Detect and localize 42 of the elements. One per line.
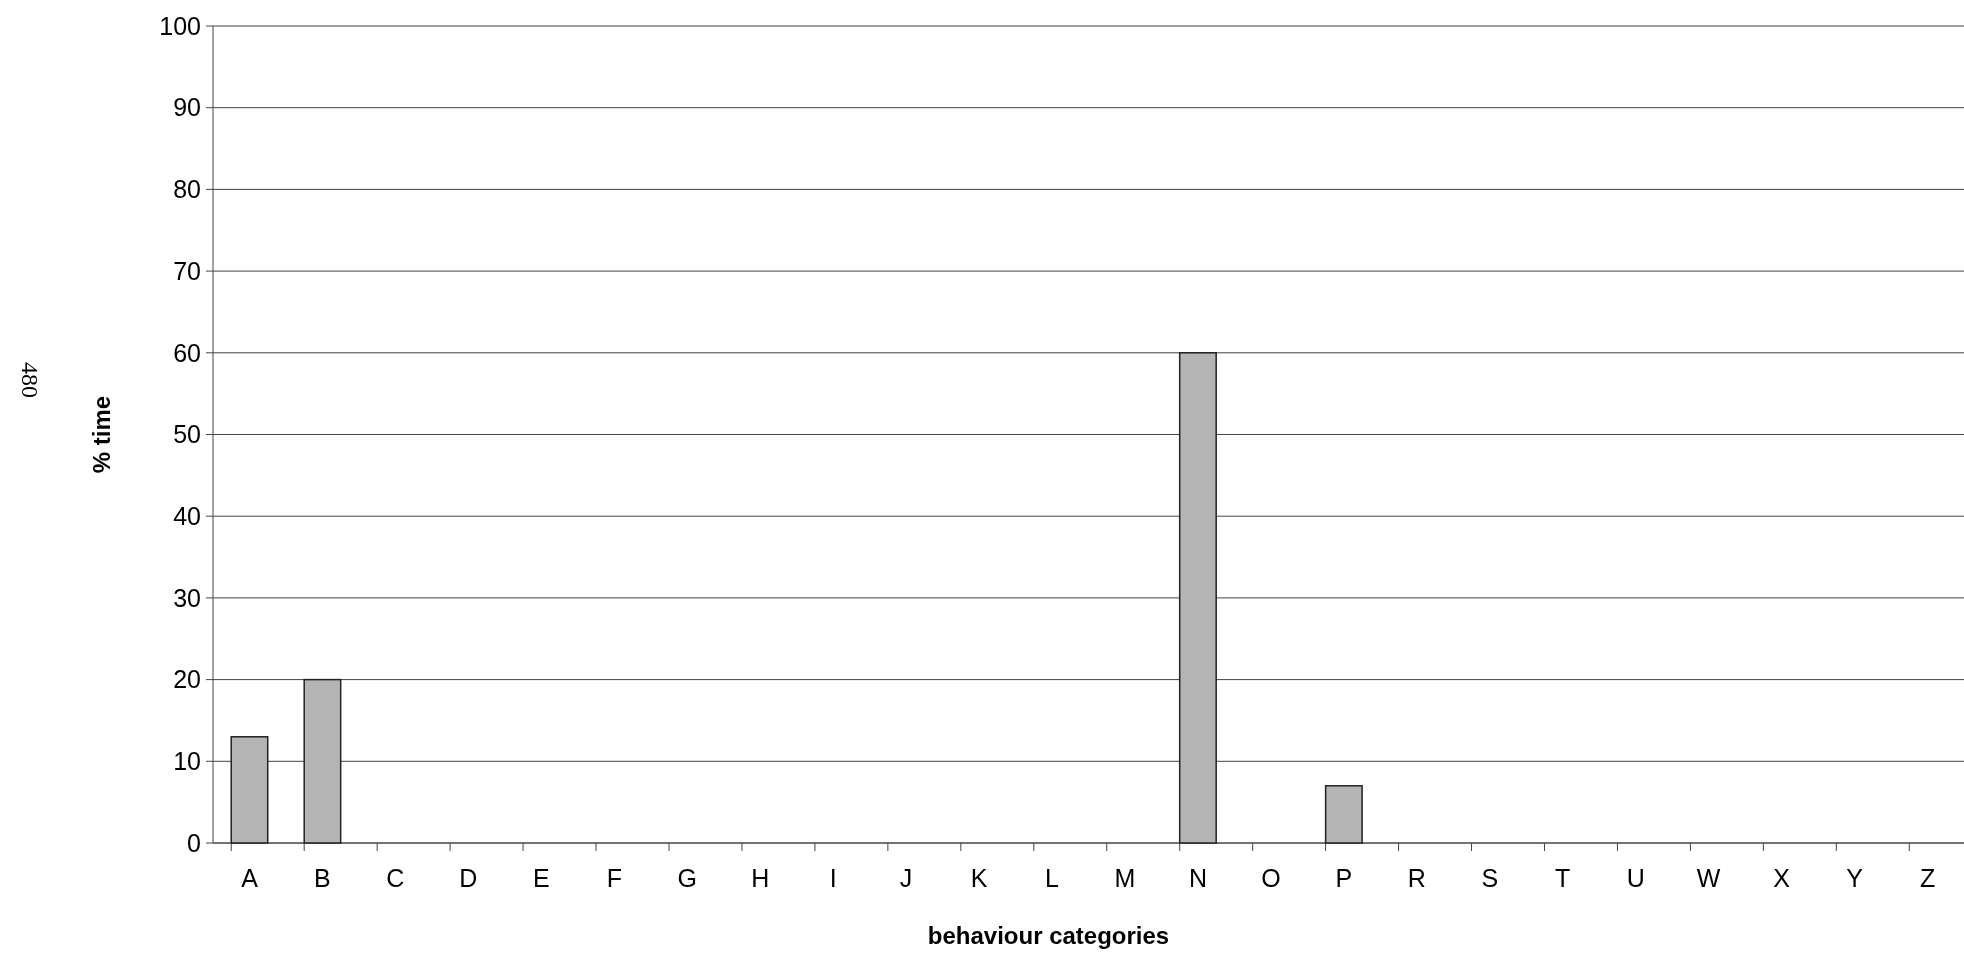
y-tick-label: 90 <box>173 93 201 122</box>
x-tick-label: W <box>1696 864 1721 892</box>
x-tick-label: K <box>970 864 988 892</box>
x-tick-label: D <box>459 864 478 892</box>
y-tick-label: 0 <box>187 828 201 857</box>
y-axis-title: % time <box>88 395 115 474</box>
x-tick-label: S <box>1481 864 1499 892</box>
y-tick-label: 40 <box>173 501 201 530</box>
x-tick-label: L <box>1045 864 1060 892</box>
x-tick-label: F <box>606 864 622 892</box>
x-tick-label: C <box>386 864 405 892</box>
y-tick-label: 30 <box>173 583 201 612</box>
x-tick-label: M <box>1114 864 1136 892</box>
x-tick-label: B <box>314 864 331 892</box>
x-tick-label: J <box>899 864 913 892</box>
x-tick-label: Y <box>1846 864 1864 892</box>
x-tick-label: G <box>677 864 697 892</box>
x-tick-label: N <box>1188 864 1207 892</box>
x-tick-label: T <box>1555 864 1571 892</box>
y-tick-label: 80 <box>173 175 201 204</box>
bar <box>303 678 342 844</box>
bar <box>1324 785 1363 844</box>
x-tick-label: O <box>1261 864 1281 892</box>
y-tick-label: 70 <box>173 256 201 285</box>
x-tick-label: H <box>751 864 770 892</box>
y-tick-label: 20 <box>173 665 201 694</box>
x-tick-label: E <box>532 864 550 892</box>
x-tick-label: I <box>829 864 837 892</box>
x-axis-title: behaviour categories <box>927 922 1170 949</box>
x-tick-label: R <box>1407 864 1426 892</box>
x-tick-label: P <box>1335 864 1353 892</box>
x-tick-label: X <box>1773 864 1791 892</box>
x-tick-label: Z <box>1919 864 1936 892</box>
y-tick-label: 10 <box>173 747 201 776</box>
y-tick-label: 100 <box>159 11 201 40</box>
x-tick-label: A <box>241 864 259 892</box>
bar <box>1178 352 1217 844</box>
y-tick-label: 60 <box>173 338 201 367</box>
text: 480 <box>17 362 43 398</box>
y-tick-label: 50 <box>173 420 201 449</box>
bar <box>230 736 269 844</box>
x-tick-label: U <box>1626 864 1645 892</box>
